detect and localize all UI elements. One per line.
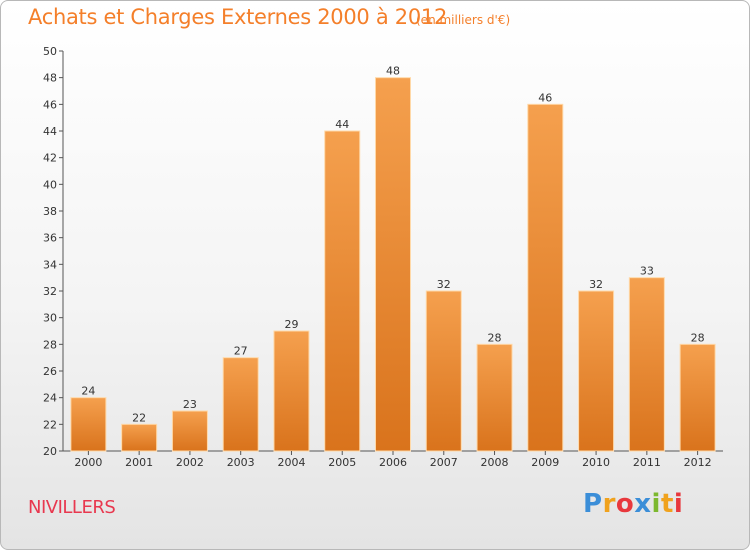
y-tick-label: 50 bbox=[43, 45, 57, 58]
bar-2002 bbox=[171, 410, 208, 452]
logo-letter: o bbox=[615, 489, 635, 519]
logo-letter: i bbox=[673, 489, 684, 519]
y-tick-label: 28 bbox=[43, 338, 57, 351]
bar-2008 bbox=[476, 343, 513, 452]
y-tick-label: 44 bbox=[43, 125, 57, 138]
x-tick-label-2009: 2009 bbox=[531, 456, 559, 469]
y-tick-label: 34 bbox=[43, 258, 57, 271]
x-tick-label-2003: 2003 bbox=[227, 456, 255, 469]
data-label-2008: 28 bbox=[488, 331, 502, 344]
bar-2007 bbox=[425, 290, 462, 452]
y-tick-label: 32 bbox=[43, 285, 57, 298]
y-tick-label: 30 bbox=[43, 312, 57, 325]
x-tick-label-2000: 2000 bbox=[74, 456, 102, 469]
x-tick-label-2006: 2006 bbox=[379, 456, 407, 469]
logo-letter: i bbox=[651, 489, 661, 519]
bar-2003 bbox=[222, 357, 259, 452]
proxiti-logo: Proxiti bbox=[583, 489, 683, 519]
x-tick-label-2001: 2001 bbox=[125, 456, 153, 469]
x-tick-label-2005: 2005 bbox=[328, 456, 356, 469]
data-label-2005: 44 bbox=[335, 118, 349, 131]
bar-2011 bbox=[628, 277, 665, 452]
bar-2004 bbox=[273, 330, 310, 452]
x-tick-label-2004: 2004 bbox=[277, 456, 305, 469]
bar-2009 bbox=[527, 103, 564, 452]
data-label-2000: 24 bbox=[81, 385, 95, 398]
data-label-2004: 29 bbox=[284, 318, 298, 331]
y-tick-label: 40 bbox=[43, 178, 57, 191]
bar-2012 bbox=[679, 343, 716, 452]
logo-letter: x bbox=[634, 489, 652, 519]
data-label-2002: 23 bbox=[183, 398, 197, 411]
x-tick-label-2011: 2011 bbox=[633, 456, 661, 469]
bar-2006 bbox=[375, 77, 411, 452]
y-tick-label: 20 bbox=[43, 445, 57, 458]
y-tick-label: 38 bbox=[43, 205, 57, 218]
data-label-2001: 22 bbox=[132, 411, 146, 424]
bar-2000 bbox=[70, 397, 107, 452]
logo-letter: r bbox=[602, 489, 616, 519]
bar-2005 bbox=[324, 130, 361, 452]
logo-letter: P bbox=[583, 489, 603, 519]
data-label-2012: 28 bbox=[691, 331, 705, 344]
commune-name: NIVILLERS bbox=[28, 497, 116, 518]
data-label-2009: 46 bbox=[538, 91, 552, 104]
x-tick-label-2012: 2012 bbox=[684, 456, 712, 469]
x-tick-label-2007: 2007 bbox=[430, 456, 458, 469]
bar-2001 bbox=[121, 423, 158, 452]
data-label-2007: 32 bbox=[437, 278, 451, 291]
y-tick-label: 36 bbox=[43, 232, 57, 245]
x-tick-label-2010: 2010 bbox=[582, 456, 610, 469]
chart-title: Achats et Charges Externes 2000 à 2012 bbox=[28, 5, 448, 29]
y-tick-label: 48 bbox=[43, 72, 57, 85]
logo-letter: t bbox=[660, 489, 674, 519]
y-tick-label: 42 bbox=[43, 152, 57, 165]
data-label-2006: 48 bbox=[386, 65, 400, 78]
chart-subtitle: (en milliers d'€) bbox=[416, 13, 511, 27]
data-label-2003: 27 bbox=[234, 345, 248, 358]
x-tick-label-2008: 2008 bbox=[481, 456, 509, 469]
y-tick-label: 22 bbox=[43, 418, 57, 431]
data-label-2011: 33 bbox=[640, 265, 654, 278]
y-tick-label: 26 bbox=[43, 365, 57, 378]
y-tick-label: 46 bbox=[43, 98, 57, 111]
x-tick-label-2002: 2002 bbox=[176, 456, 204, 469]
bar-2010 bbox=[578, 290, 615, 452]
y-tick-label: 24 bbox=[43, 392, 57, 405]
data-label-2010: 32 bbox=[589, 278, 603, 291]
